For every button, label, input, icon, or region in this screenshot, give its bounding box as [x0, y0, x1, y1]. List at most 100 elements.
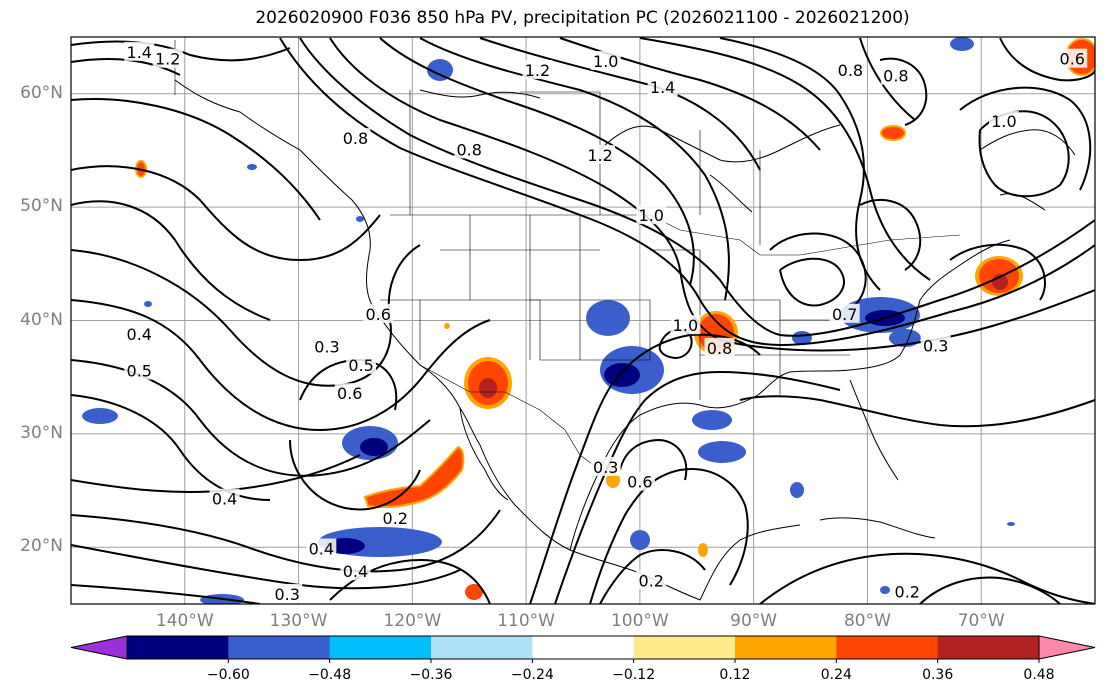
contour-label-bg	[152, 48, 183, 68]
contour-label: 0.5	[127, 362, 152, 381]
colorbar-tick-label: 0.36	[922, 667, 954, 683]
contour-label: 1.4	[650, 78, 675, 97]
map-title: 2026020900 F036 850 hPa PV, precipitatio…	[255, 8, 910, 28]
colorbar-segment	[633, 636, 736, 659]
contour-label: 1.0	[991, 112, 1016, 131]
contour-label-bg	[920, 335, 951, 355]
contour-label: 0.3	[314, 338, 339, 357]
colorbar-segment	[735, 636, 837, 659]
colorbar-segment	[329, 636, 432, 659]
contour-label: 1.2	[587, 146, 612, 165]
colorbar-tick-label: 0.24	[820, 667, 852, 683]
contour-label: 1.0	[593, 52, 618, 71]
contour-label: 0.6	[337, 384, 362, 403]
contour-label: 0.8	[707, 339, 732, 358]
longitude-label: 140°W	[155, 611, 214, 631]
latitude-label: 40°N	[20, 309, 63, 330]
longitude-label: 100°W	[610, 611, 669, 631]
contour-label: 0.7	[832, 305, 857, 324]
colorbar-segment	[431, 636, 533, 659]
contour-label-bg	[624, 471, 655, 491]
contour-label: 0.8	[838, 61, 863, 80]
contour-label-bg	[522, 60, 553, 80]
colorbar-segment	[836, 636, 939, 659]
contour-label-bg	[346, 354, 377, 374]
precip-negative-areas	[82, 37, 1015, 604]
contour-label: 1.0	[673, 316, 698, 335]
contour-label-bg	[209, 488, 240, 508]
contour-label: 0.6	[627, 473, 652, 492]
contour-labels: 1.4 1.21.2 1.01.40.80.8 1.21.00.30.60.50.60…	[124, 41, 1088, 604]
colorbar-tick-label: −0.24	[510, 667, 554, 683]
contour-label-bg	[880, 65, 911, 85]
colorbar	[70, 635, 1096, 663]
colorbar-segment	[937, 636, 1040, 659]
contour-label: 0.8	[883, 67, 908, 86]
contour-label: 0.4	[212, 490, 237, 509]
map-frame	[70, 36, 1096, 605]
contour-label: 0.2	[383, 509, 408, 528]
longitude-label: 110°W	[497, 611, 555, 631]
colorbar-tick-label: 0.12	[719, 667, 751, 683]
contour-label-bg	[1057, 48, 1088, 68]
latitude-label: 30°N	[20, 422, 63, 443]
contour-label: 1.4	[127, 43, 152, 62]
contour-label-bg	[585, 145, 616, 165]
contour-label-bg	[454, 139, 485, 159]
contour-label-bg	[590, 50, 621, 70]
contour-label-bg	[829, 303, 860, 323]
coastlines	[174, 79, 1076, 601]
contour-label: 0.8	[456, 140, 481, 159]
contour-label: 0.6	[365, 305, 390, 324]
contour-label-bg	[272, 583, 303, 603]
contour-label-bg	[892, 581, 923, 601]
contour-label-bg	[124, 360, 155, 380]
contour-label-bg	[363, 303, 394, 323]
colorbar-segment	[228, 636, 331, 659]
colorbar-extend-low	[70, 635, 128, 660]
longitude-label: 80°W	[843, 611, 891, 631]
contour-label-bg	[590, 456, 621, 476]
contour-label-bg	[340, 561, 371, 581]
contour-label-bg	[670, 315, 701, 335]
contour-label-bg	[312, 336, 342, 356]
contour-label-bg	[704, 337, 735, 357]
contour-label-bg	[306, 538, 337, 558]
contour-label-bg	[835, 60, 866, 80]
contour-label-bg	[988, 111, 1019, 131]
contour-label-bg	[340, 128, 371, 148]
contour-label-bg	[636, 570, 667, 590]
contour-label: 1.0	[639, 206, 664, 225]
colorbar-tick-label: −0.60	[206, 667, 250, 683]
contour-label: 0.6	[1060, 50, 1085, 69]
contour-label: 0.2	[895, 583, 920, 602]
contour-label: 0.3	[923, 337, 948, 356]
contour-label: 0.8	[343, 129, 368, 148]
latitude-label: 50°N	[20, 196, 63, 217]
contour-label: 1.2	[155, 50, 180, 69]
contour-label: 0.4	[309, 540, 334, 559]
contour-label: 0.2	[639, 571, 664, 590]
colorbar-extend-high	[1038, 635, 1096, 660]
contour-label: 0.3	[593, 458, 618, 477]
colorbar-segment	[127, 636, 229, 659]
contour-label: 0.4	[343, 562, 368, 581]
contour-label-bg	[380, 507, 411, 527]
longitude-label: 90°W	[730, 611, 778, 631]
contour-label-bg	[124, 41, 155, 61]
colorbar-tick-label: −0.48	[308, 667, 352, 683]
contour-label-bg	[124, 324, 155, 344]
colorbar-frame	[126, 635, 1040, 660]
colorbar-tick-label: −0.36	[409, 667, 453, 683]
longitude-label: 70°W	[957, 611, 1005, 631]
contour-label-bg	[647, 77, 678, 97]
contour-label: 0.3	[274, 585, 299, 604]
colorbar-tick-label: 0.48	[1023, 667, 1055, 683]
longitude-label: 130°W	[269, 611, 328, 631]
longitude-label: 120°W	[383, 611, 442, 631]
contour-label-bg	[636, 205, 667, 225]
colorbar-tick-label: −0.12	[612, 667, 656, 683]
latitude-label: 60°N	[20, 82, 63, 103]
contour-label: 0.5	[348, 356, 373, 375]
